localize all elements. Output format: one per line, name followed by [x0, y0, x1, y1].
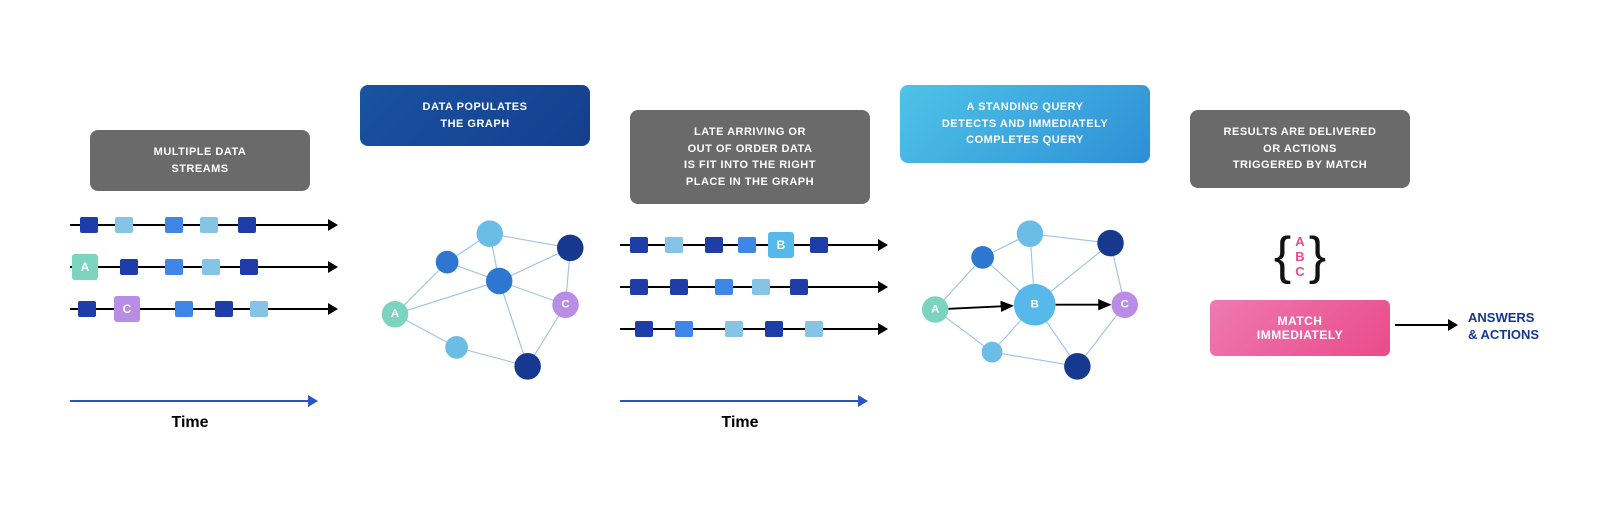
stream-chip — [790, 279, 808, 295]
brace-letter: B — [1295, 249, 1304, 264]
panel-multiple-streams: MULTIPLE DATASTREAMS AC Time — [70, 0, 350, 390]
stream-chip — [240, 259, 258, 275]
stream-chip-label: C — [114, 296, 140, 322]
stream-row — [620, 272, 900, 302]
stream-chip — [810, 237, 828, 253]
graph-svg-2: AC — [360, 210, 610, 390]
stream-chip — [165, 259, 183, 275]
graph-node — [445, 336, 468, 359]
brace-letters: ABC — [1295, 234, 1304, 279]
stream-chip — [630, 279, 648, 295]
stream-chip — [202, 259, 220, 275]
graph-node — [514, 353, 541, 380]
panel-standing-query: A STANDING QUERYDETECTS AND IMMEDIATELYC… — [900, 0, 1160, 390]
panel-5-label: RESULTS ARE DELIVEREDOR ACTIONSTRIGGERED… — [1190, 110, 1410, 188]
stream-chip — [670, 279, 688, 295]
panel-4-graph: A B C — [900, 210, 1160, 390]
svg-text:C: C — [561, 299, 569, 311]
brace-group: { ABC } — [1200, 230, 1400, 282]
panel-late-arriving: LATE ARRIVING OROUT OF ORDER DATAIS FIT … — [620, 0, 900, 410]
brace-letter: A — [1295, 234, 1304, 249]
panel-5-content: { ABC } MATCHIMMEDIATELY ANSWERS& ACTION… — [1190, 230, 1550, 356]
stream-chip — [120, 259, 138, 275]
stream-chip — [215, 301, 233, 317]
output-label: ANSWERS& ACTIONS — [1468, 310, 1539, 344]
panel-4-label: A STANDING QUERYDETECTS AND IMMEDIATELYC… — [900, 85, 1150, 163]
brace-right-icon: } — [1309, 230, 1326, 282]
graph-node — [436, 251, 459, 274]
stream-chip — [80, 217, 98, 233]
graph-node — [1064, 353, 1091, 380]
panel-1-streams: AC — [70, 210, 350, 390]
output-arrow-icon — [1395, 324, 1450, 326]
graph-node — [982, 342, 1003, 363]
panel-populates-graph: DATA POPULATESTHE GRAPH AC — [360, 0, 610, 390]
stream-chip — [78, 301, 96, 317]
svg-text:A: A — [391, 308, 399, 320]
graph-node — [476, 220, 503, 247]
stream-chip — [238, 217, 256, 233]
brace-left-icon: { — [1274, 230, 1291, 282]
stream-chip — [705, 237, 723, 253]
graph-node — [486, 268, 513, 295]
stream-row — [620, 314, 900, 344]
stream-chip — [715, 279, 733, 295]
match-immediately-box: MATCHIMMEDIATELY — [1210, 300, 1390, 356]
stream-chip — [665, 237, 683, 253]
panel-2-graph: AC — [360, 210, 610, 390]
svg-text:A: A — [931, 303, 939, 315]
stream-row: C — [70, 294, 350, 324]
stream-chip — [635, 321, 653, 337]
graph-node — [971, 246, 994, 269]
stream-row: B — [620, 230, 900, 260]
stream-chip — [250, 301, 268, 317]
stream-chip — [200, 217, 218, 233]
graph-node — [1017, 220, 1044, 247]
stream-row — [70, 210, 350, 240]
stream-chip — [175, 301, 193, 317]
brace-letter: C — [1295, 264, 1304, 279]
graph-node — [1097, 230, 1124, 257]
stream-chip-label: B — [768, 232, 794, 258]
stream-chip — [115, 217, 133, 233]
stream-row: A — [70, 252, 350, 282]
panel-3-label: LATE ARRIVING OROUT OF ORDER DATAIS FIT … — [630, 110, 870, 204]
panel-1-label: MULTIPLE DATASTREAMS — [90, 130, 310, 191]
stream-chip — [765, 321, 783, 337]
panel-3-streams: B — [620, 230, 900, 410]
svg-text:B: B — [1031, 299, 1039, 311]
stream-chip — [805, 321, 823, 337]
graph-svg-4: A B C — [900, 210, 1160, 390]
stream-chip — [725, 321, 743, 337]
panel-2-label: DATA POPULATESTHE GRAPH — [360, 85, 590, 146]
svg-text:C: C — [1121, 299, 1129, 311]
stream-chip — [752, 279, 770, 295]
graph-node — [557, 235, 584, 262]
stream-chip — [675, 321, 693, 337]
stream-chip — [738, 237, 756, 253]
stream-chip-label: A — [72, 254, 98, 280]
stream-chip — [630, 237, 648, 253]
stream-chip — [165, 217, 183, 233]
